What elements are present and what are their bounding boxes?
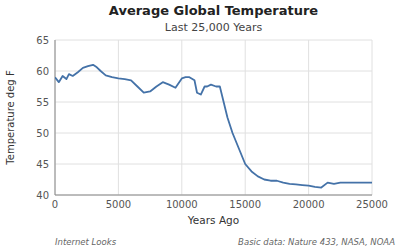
chart: Average Global Temperature Last 25,000 Ye… bbox=[0, 0, 400, 250]
x-tick-label: 10000 bbox=[166, 199, 198, 210]
x-grid-line bbox=[118, 40, 119, 195]
x-tick-label: 20000 bbox=[293, 199, 325, 210]
x-tick-label: 25000 bbox=[356, 199, 388, 210]
x-tick-label: 0 bbox=[52, 199, 58, 210]
x-grid-line bbox=[55, 40, 56, 195]
y-grid-line bbox=[55, 71, 372, 72]
grid bbox=[55, 40, 372, 195]
y-grid-line bbox=[55, 164, 372, 165]
y-grid-line bbox=[55, 195, 372, 196]
footer-left: Internet Looks bbox=[55, 237, 117, 247]
y-tick-label: 40 bbox=[36, 190, 49, 201]
y-tick-label: 55 bbox=[36, 97, 49, 108]
y-axis-label: Temperature deg F bbox=[5, 70, 16, 166]
title: Average Global Temperature bbox=[109, 3, 319, 18]
y-grid-line bbox=[55, 133, 372, 134]
x-grid-line bbox=[181, 40, 182, 195]
temperature-line bbox=[55, 65, 372, 188]
x-tick-label: 5000 bbox=[106, 199, 131, 210]
x-tick-label: 15000 bbox=[229, 199, 261, 210]
y-tick-label: 65 bbox=[36, 35, 49, 46]
plot-area bbox=[55, 65, 372, 188]
x-grid-line bbox=[308, 40, 309, 195]
y-grid-line bbox=[55, 102, 372, 103]
x-axis bbox=[55, 195, 372, 196]
y-tick-label: 45 bbox=[36, 159, 49, 170]
x-grid-line bbox=[245, 40, 246, 195]
y-grid-line bbox=[55, 40, 372, 41]
footer-right: Basic data: Nature 433, NASA, NOAA bbox=[238, 237, 395, 247]
x-grid-line bbox=[372, 40, 373, 195]
subtitle: Last 25,000 Years bbox=[165, 21, 263, 34]
y-axis bbox=[55, 40, 56, 195]
y-tick-label: 50 bbox=[36, 128, 49, 139]
y-tick-label: 60 bbox=[36, 66, 49, 77]
x-axis-label: Years Ago bbox=[187, 214, 239, 226]
